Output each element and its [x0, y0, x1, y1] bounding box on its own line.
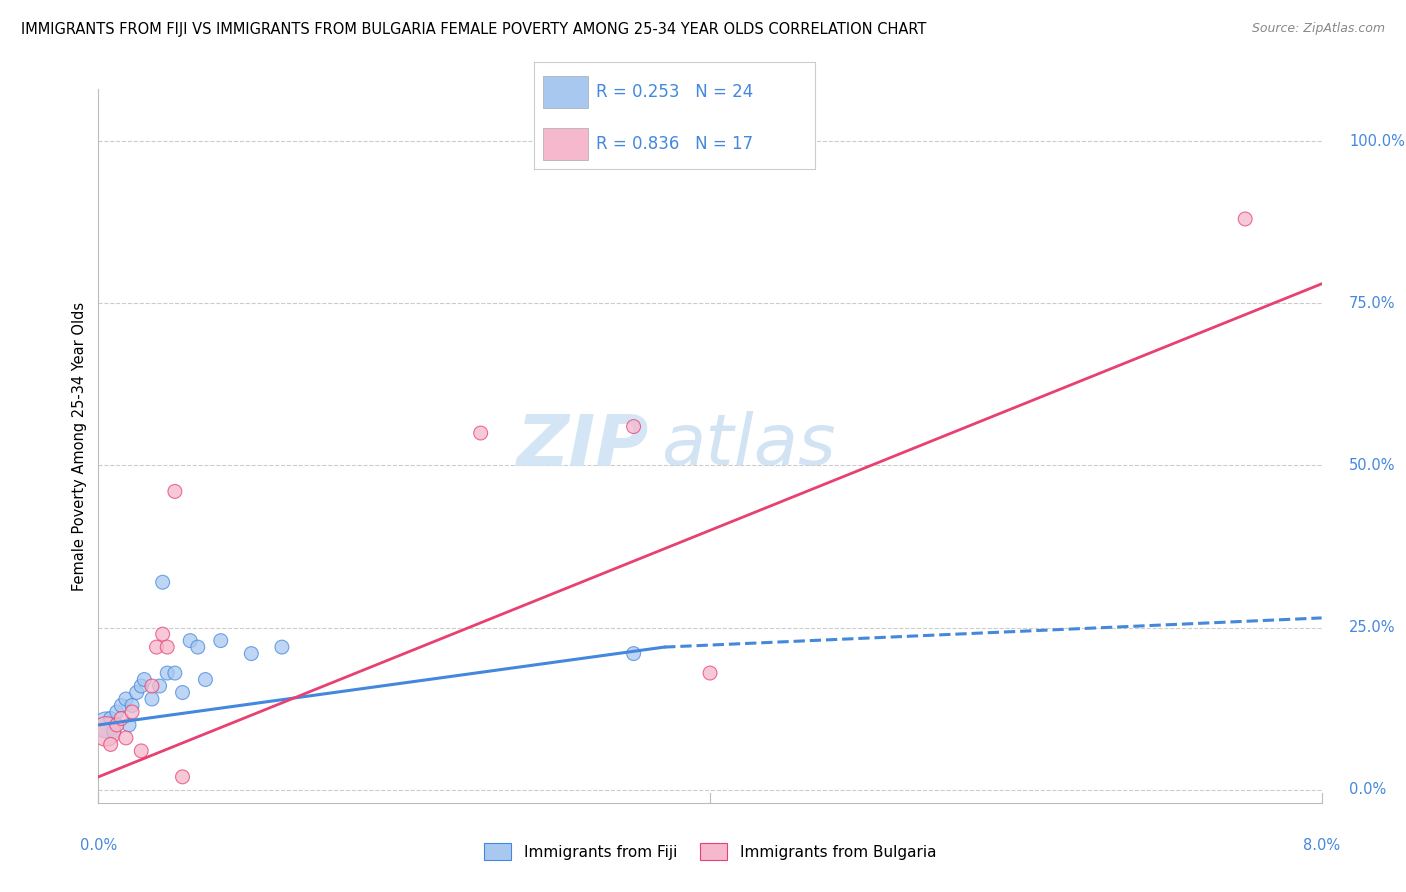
Point: [163, 666, 186, 681]
Text: 25.0%: 25.0%: [1350, 620, 1396, 635]
Point: [152, 575, 174, 590]
Point: [156, 640, 179, 654]
Point: [105, 705, 128, 719]
Point: [699, 666, 721, 681]
Point: [179, 633, 201, 648]
Point: [115, 731, 138, 745]
Point: [623, 419, 645, 434]
Y-axis label: Female Poverty Among 25-34 Year Olds: Female Poverty Among 25-34 Year Olds: [72, 301, 87, 591]
Point: [194, 673, 217, 687]
Point: [156, 666, 179, 681]
Point: [100, 711, 122, 725]
Point: [152, 627, 174, 641]
Point: [134, 673, 156, 687]
Point: [1234, 211, 1257, 226]
Point: [121, 705, 143, 719]
Point: [187, 640, 209, 654]
Point: [470, 425, 492, 440]
Text: ZIP: ZIP: [516, 411, 648, 481]
Text: atlas: atlas: [661, 411, 835, 481]
Point: [172, 770, 194, 784]
Point: [149, 679, 172, 693]
Point: [118, 718, 141, 732]
Point: [100, 738, 122, 752]
Text: R = 0.836   N = 17: R = 0.836 N = 17: [596, 135, 754, 153]
Text: 50.0%: 50.0%: [1350, 458, 1396, 473]
Point: [270, 640, 294, 654]
Text: 0.0%: 0.0%: [80, 838, 117, 854]
FancyBboxPatch shape: [543, 128, 588, 160]
FancyBboxPatch shape: [543, 77, 588, 109]
Text: IMMIGRANTS FROM FIJI VS IMMIGRANTS FROM BULGARIA FEMALE POVERTY AMONG 25-34 YEAR: IMMIGRANTS FROM FIJI VS IMMIGRANTS FROM …: [21, 22, 927, 37]
Point: [94, 724, 117, 739]
Point: [129, 744, 152, 758]
Point: [94, 718, 117, 732]
Point: [115, 692, 138, 706]
Point: [110, 711, 132, 725]
Legend: Immigrants from Fiji, Immigrants from Bulgaria: Immigrants from Fiji, Immigrants from Bu…: [478, 837, 942, 866]
Point: [172, 685, 194, 699]
Text: 8.0%: 8.0%: [1303, 838, 1340, 854]
Point: [121, 698, 143, 713]
Text: 100.0%: 100.0%: [1350, 134, 1405, 149]
Text: 75.0%: 75.0%: [1350, 296, 1396, 310]
Text: R = 0.253   N = 24: R = 0.253 N = 24: [596, 84, 754, 102]
Point: [105, 718, 128, 732]
Point: [145, 640, 167, 654]
Point: [129, 679, 152, 693]
Point: [240, 647, 263, 661]
Text: 0.0%: 0.0%: [1350, 782, 1386, 797]
Point: [141, 679, 163, 693]
Point: [623, 647, 645, 661]
Point: [103, 724, 125, 739]
Text: Source: ZipAtlas.com: Source: ZipAtlas.com: [1251, 22, 1385, 36]
Point: [141, 692, 163, 706]
Point: [163, 484, 186, 499]
Point: [125, 685, 148, 699]
Point: [110, 698, 132, 713]
Point: [209, 633, 232, 648]
